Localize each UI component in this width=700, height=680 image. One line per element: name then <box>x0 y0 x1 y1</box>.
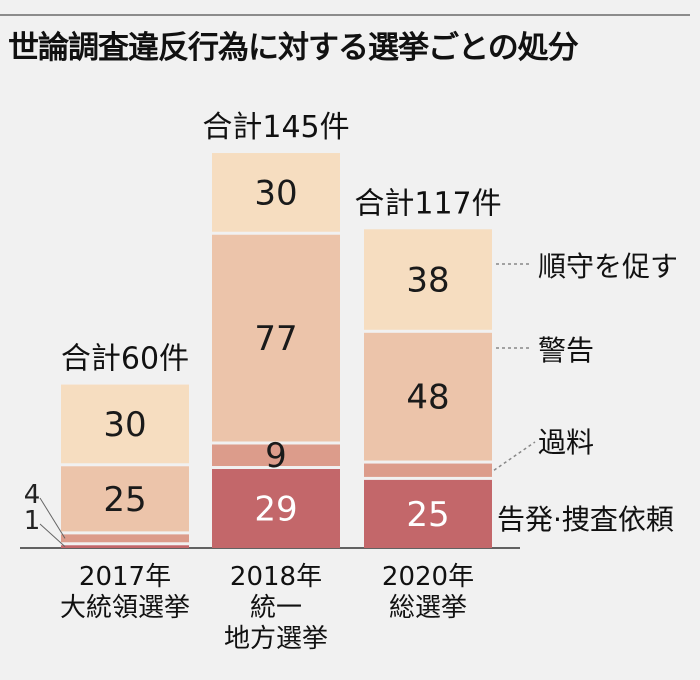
total-label-3: 合計117件 <box>354 186 501 221</box>
value-label-3-3: 48 <box>406 378 449 418</box>
value-label-2-4: 30 <box>254 173 297 213</box>
category-label-2-3: 地方選挙 <box>224 624 328 654</box>
bar-segment-3-1 <box>364 479 492 548</box>
value-label-2-3: 77 <box>254 319 297 359</box>
bar-segment-3-4 <box>364 229 492 330</box>
legend-label-1: 告発·捜査依頼 <box>497 503 674 536</box>
value-label-1-4: 30 <box>103 405 146 445</box>
value-label-3-4: 38 <box>406 261 449 301</box>
bar-segment-2-4 <box>212 153 340 232</box>
legend-label-3: 警告 <box>538 334 594 367</box>
bar-segment-2-3 <box>212 234 340 442</box>
category-label-2-1: 2018年 <box>230 562 322 592</box>
bar-segment-2-1 <box>212 469 340 548</box>
bar-segment-1-1 <box>61 545 189 548</box>
value-label-3-1: 25 <box>406 495 449 535</box>
category-label-3-2: 総選挙 <box>389 593 467 623</box>
legend-label-4: 順守を促す <box>538 250 678 283</box>
value-label-2-1: 29 <box>254 490 297 530</box>
bar-segment-1-3 <box>61 466 189 532</box>
bar-segment-3-2 <box>364 463 492 477</box>
total-label-1: 合計60件 <box>61 342 189 377</box>
value-label-1-1: 1 <box>24 506 41 536</box>
bar-segment-3-3 <box>364 332 492 461</box>
category-label-2-2: 統一 <box>250 593 302 623</box>
bar-segment-1-4 <box>61 384 189 464</box>
callout-line-1-2 <box>39 497 66 539</box>
category-label-1-2: 大統領選挙 <box>60 593 190 623</box>
legend-leader-2 <box>493 441 536 471</box>
bar-segment-1-2 <box>61 534 189 543</box>
value-label-2-2: 9 <box>265 436 287 476</box>
value-label-1-3: 25 <box>103 480 146 520</box>
category-label-1-1: 2017年 <box>79 562 171 592</box>
bar-segment-2-2 <box>212 444 340 467</box>
chart-title: 世論調査違反行為に対する選挙ごとの処分 <box>8 30 579 66</box>
top-rule <box>0 14 690 16</box>
category-label-3-1: 2020年 <box>382 562 474 592</box>
total-label-2: 合計145件 <box>202 110 349 145</box>
value-label-1-2: 4 <box>24 480 41 510</box>
legend-label-2: 過料 <box>538 426 594 459</box>
callout-line-1-1 <box>39 523 66 548</box>
